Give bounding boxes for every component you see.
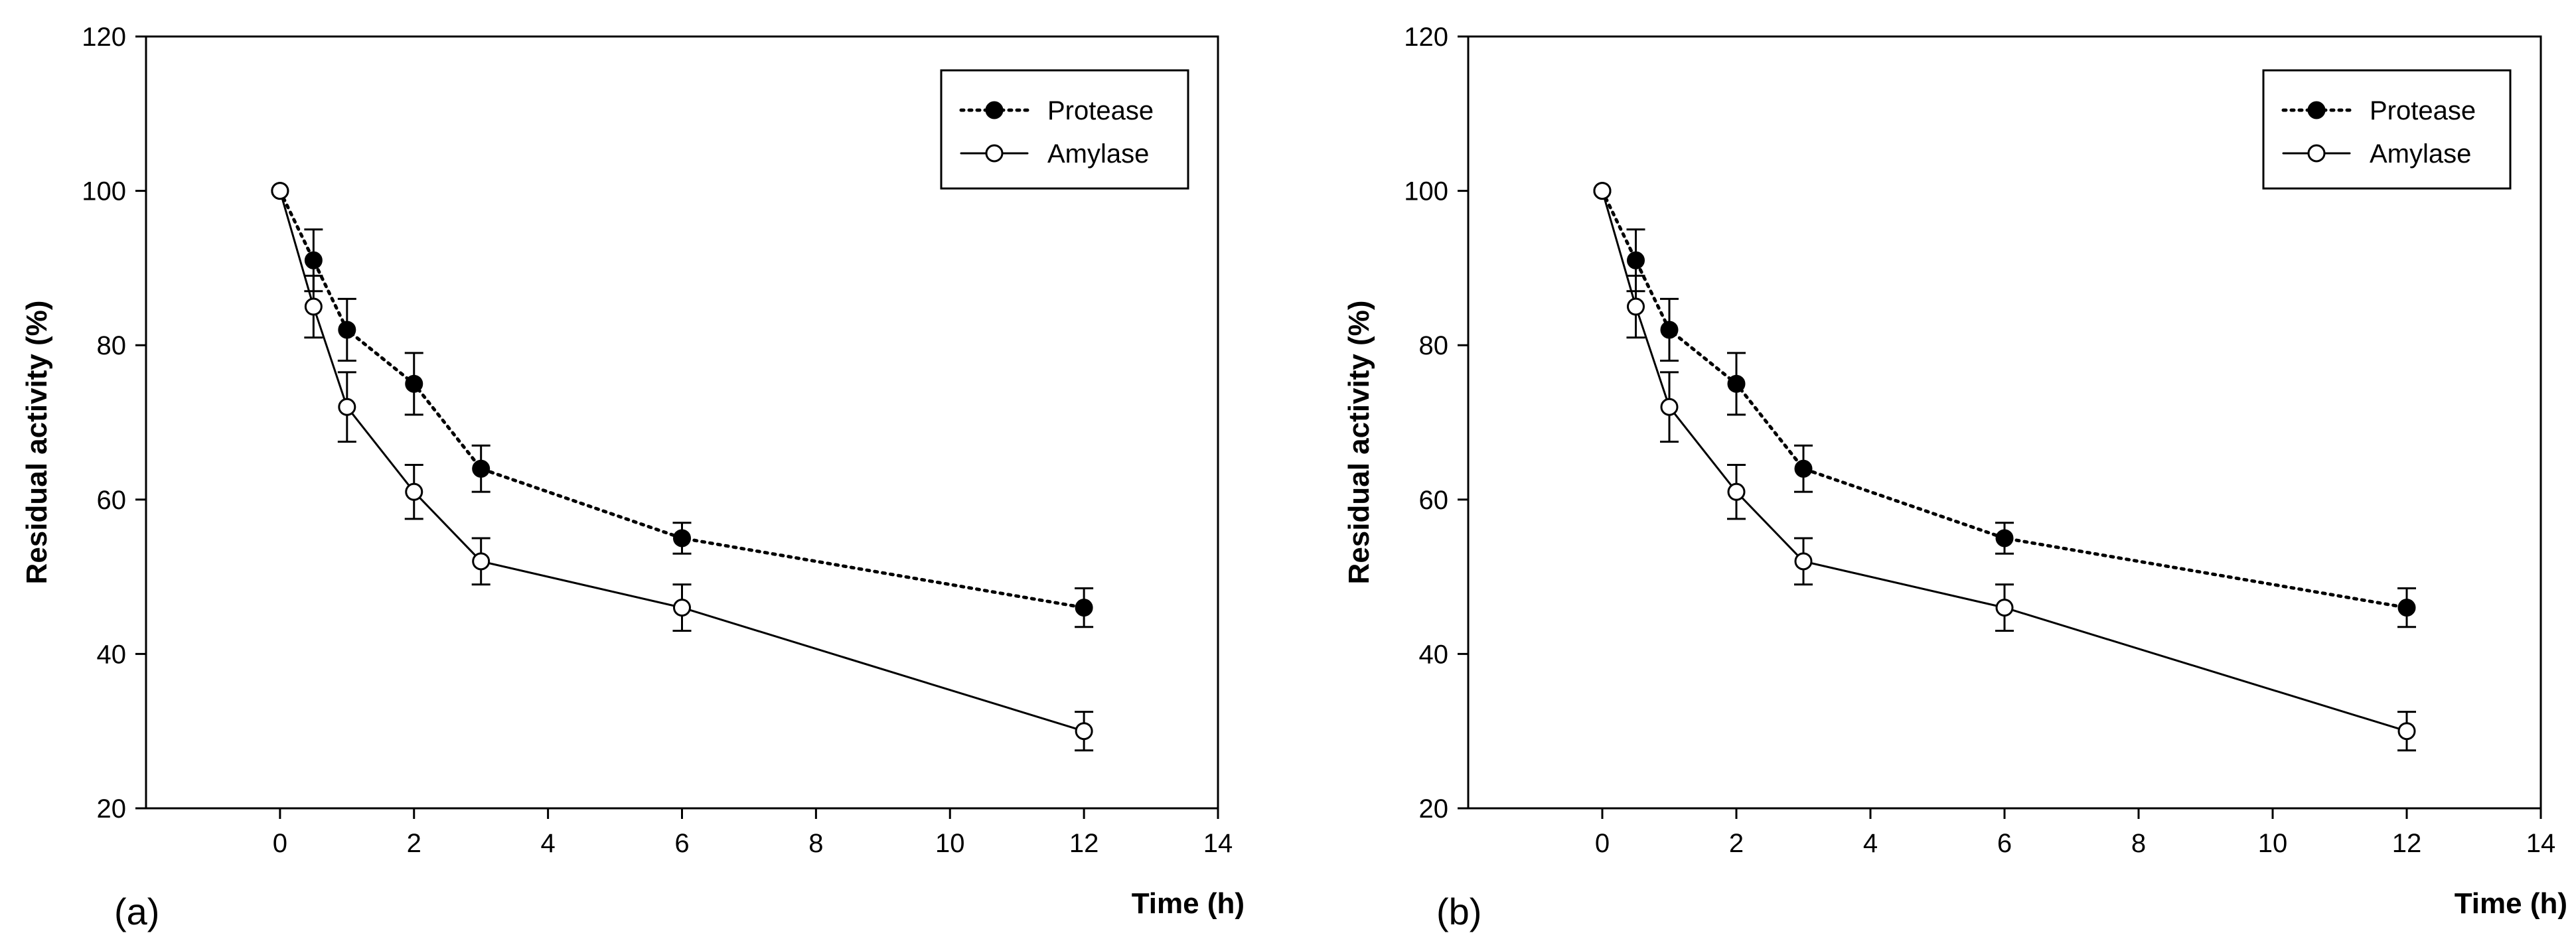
x-tick-label: 14 (2526, 829, 2556, 858)
data-point-amylase (472, 552, 491, 571)
x-tick-label: 6 (1997, 829, 2012, 858)
x-tick-label: 2 (407, 829, 421, 858)
y-tick-label: 60 (97, 486, 127, 515)
legend-label-protease: Protease (2370, 96, 2476, 125)
data-point-protease (304, 251, 323, 269)
x-tick-label: 10 (935, 829, 965, 858)
legend-marker-protease (985, 101, 1004, 119)
legend-label-amylase: Amylase (2370, 139, 2471, 169)
data-point-amylase (405, 482, 423, 501)
data-point-protease (1075, 599, 1093, 617)
y-tick-label: 40 (1419, 640, 1449, 669)
data-point-protease (338, 321, 356, 339)
legend-label-protease: Protease (1047, 96, 1154, 125)
x-tick-label: 6 (674, 829, 689, 858)
data-point-amylase (1995, 599, 2014, 617)
x-axis-title: Time (h) (1132, 887, 1245, 920)
chart-panel-b: 20 40 60 80 100 120 0 2 4 6 8 10 12 14 Time (h) Residua… (1343, 23, 2567, 932)
x-tick-label: 10 (2258, 829, 2288, 858)
data-point-protease (1660, 321, 1679, 339)
data-point-protease (673, 529, 691, 547)
data-point-amylase (338, 398, 356, 416)
data-point-amylase (1075, 722, 1093, 741)
x-tick-label: 12 (2392, 829, 2422, 858)
y-tick-label: 120 (82, 23, 126, 52)
data-point-protease (1794, 459, 1813, 478)
x-tick-label: 0 (1595, 829, 1610, 858)
legend-box (2262, 69, 2512, 190)
data-point-protease (1995, 529, 2014, 547)
y-tick-label: 60 (1419, 486, 1449, 515)
legend: Protease Amylase (2262, 69, 2512, 190)
x-tick-label: 4 (541, 829, 556, 858)
y-axis-title: Residual activity (%) (1343, 301, 1375, 585)
legend-marker-protease (2307, 101, 2326, 119)
data-point-protease (472, 459, 491, 478)
x-axis-title: Time (h) (2455, 887, 2567, 920)
data-point-amylase (2397, 722, 2416, 741)
legend-box (940, 69, 1189, 190)
y-tick-label: 80 (1419, 331, 1449, 360)
data-point-amylase (1660, 398, 1679, 416)
x-tick-label: 2 (1729, 829, 1744, 858)
y-tick-label: 120 (1404, 23, 1448, 52)
data-point-protease (405, 374, 423, 393)
x-tick-label: 8 (808, 829, 823, 858)
x-tick-label: 8 (2131, 829, 2146, 858)
data-point-amylase (1727, 482, 1746, 501)
y-tick-label: 20 (1419, 794, 1449, 824)
data-point-amylase (271, 182, 289, 200)
data-point-protease (2397, 599, 2416, 617)
data-point-amylase (304, 297, 323, 316)
x-tick-label: 0 (273, 829, 287, 858)
chart-panel-a: 20 40 60 80 100 120 0 2 4 6 8 10 12 14 Time (h) Residua… (21, 23, 1245, 932)
y-tick-label: 40 (97, 640, 127, 669)
data-point-amylase (673, 599, 691, 617)
y-tick-label: 20 (97, 794, 127, 824)
panel-label: (a) (114, 891, 159, 932)
y-axis-title: Residual activity (%) (21, 301, 53, 585)
legend: Protease Amylase (940, 69, 1189, 190)
y-tick-label: 100 (1404, 177, 1448, 206)
data-point-amylase (1593, 182, 1612, 200)
data-point-amylase (1794, 552, 1813, 571)
x-tick-label: 4 (1863, 829, 1878, 858)
legend-marker-amylase (985, 144, 1004, 163)
data-point-protease (1727, 374, 1746, 393)
y-tick-label: 80 (97, 331, 127, 360)
legend-label-amylase: Amylase (1047, 139, 1149, 169)
x-tick-label: 14 (1203, 829, 1233, 858)
y-tick-label: 100 (82, 177, 126, 206)
data-point-amylase (1627, 297, 1645, 316)
legend-marker-amylase (2307, 144, 2326, 163)
data-point-protease (1627, 251, 1645, 269)
x-tick-label: 12 (1069, 829, 1099, 858)
panel-label: (b) (1436, 891, 1481, 932)
